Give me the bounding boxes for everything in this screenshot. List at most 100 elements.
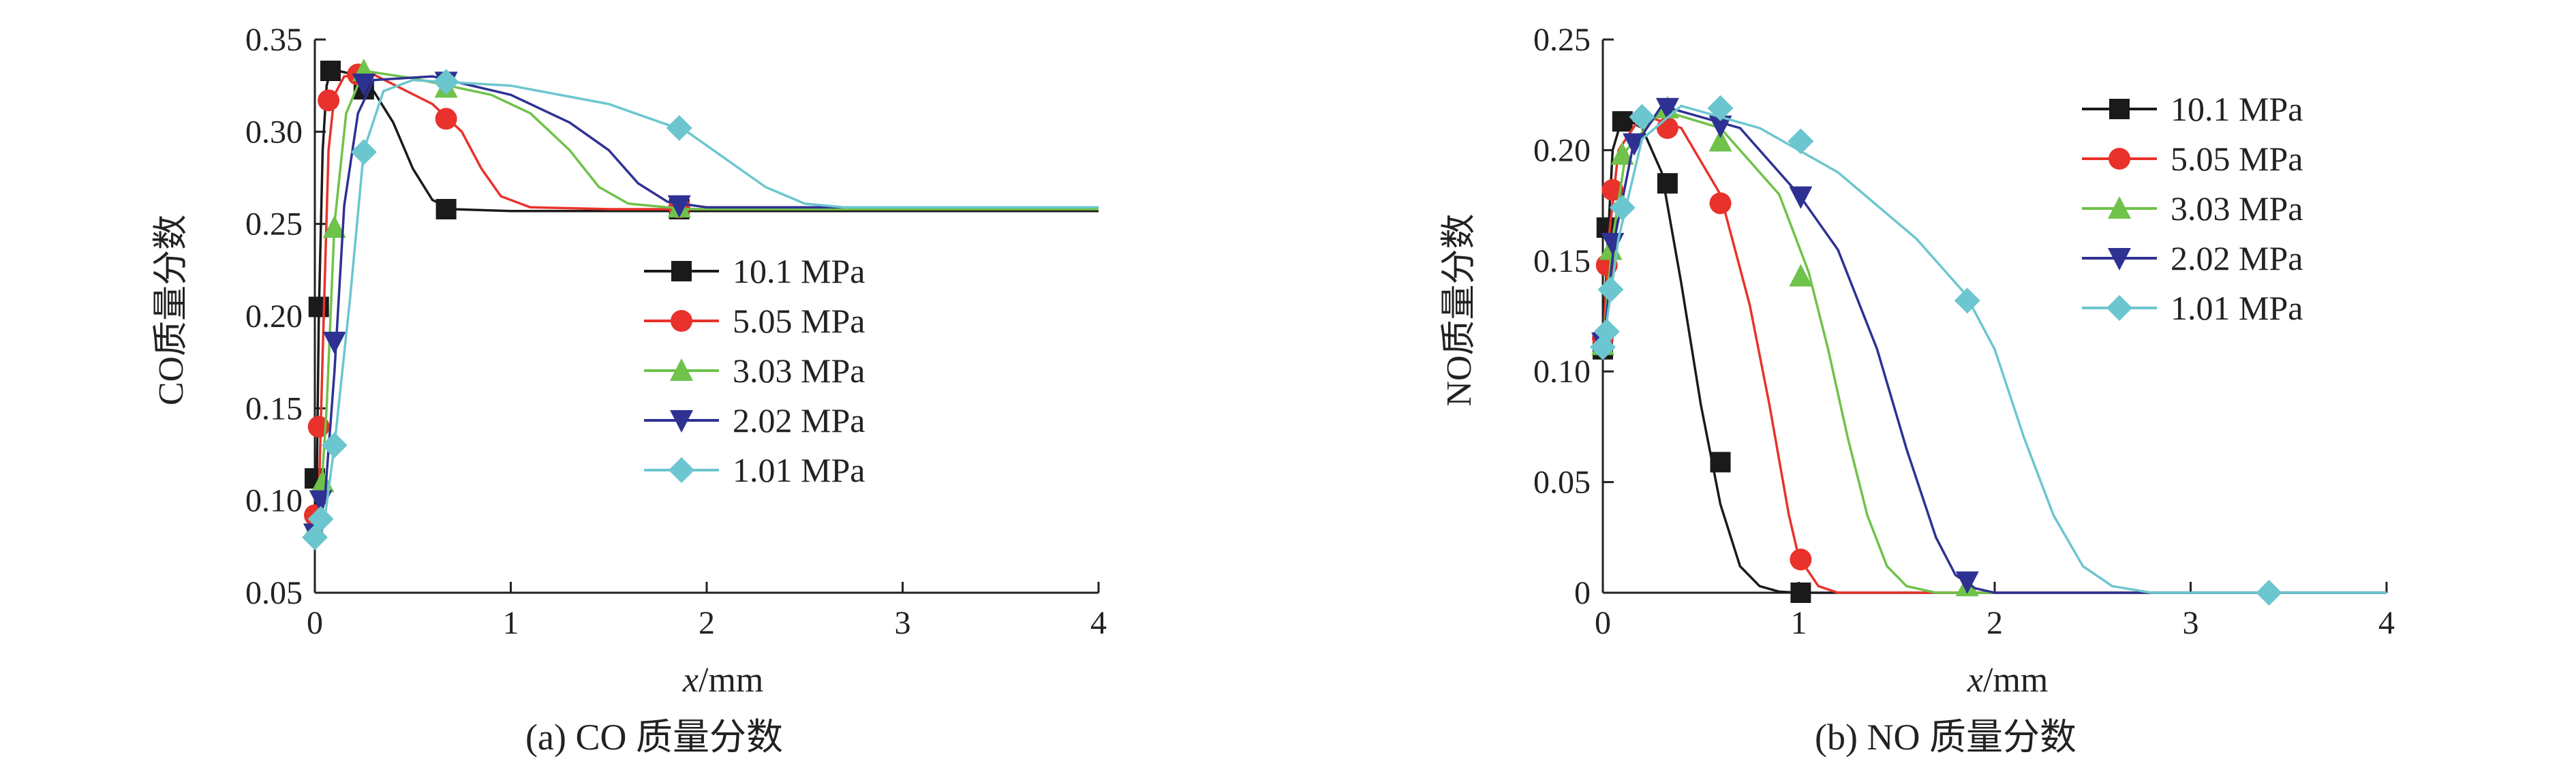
data-point bbox=[308, 296, 329, 317]
x-tick-label: 3 bbox=[895, 605, 911, 641]
y-tick-label: 0.35 bbox=[245, 22, 303, 58]
series-line-10-1-MPa bbox=[1601, 115, 2387, 594]
legend-label: 5.05 MPa bbox=[2171, 140, 2303, 178]
y-tick-label: 0.05 bbox=[1533, 465, 1591, 501]
data-point bbox=[1955, 571, 1979, 594]
data-point bbox=[1629, 104, 1655, 130]
x-tick-label: 1 bbox=[503, 605, 519, 641]
data-point bbox=[1609, 194, 1636, 221]
x-tick-label: 4 bbox=[1090, 605, 1107, 641]
data-point bbox=[1789, 186, 1813, 209]
data-point bbox=[352, 73, 375, 96]
legend-label: 5.05 MPa bbox=[733, 302, 865, 340]
data-point bbox=[318, 89, 340, 112]
data-point bbox=[1710, 452, 1731, 473]
caption-a: (a) CO 质量分数 bbox=[525, 717, 783, 758]
data-point bbox=[1657, 173, 1678, 194]
ylabel-a: CO质量分数 bbox=[152, 215, 191, 405]
xlabel-a-var: x bbox=[682, 661, 699, 700]
ylabel-b: NO质量分数 bbox=[1440, 213, 1479, 406]
series-line-10-1-MPa bbox=[313, 69, 1099, 538]
x-tick-label: 2 bbox=[699, 605, 715, 641]
data-point bbox=[1790, 548, 1812, 571]
data-point bbox=[322, 331, 346, 354]
data-point bbox=[1656, 117, 1678, 139]
legend-marker bbox=[670, 358, 693, 381]
legend-label: 3.03 MPa bbox=[2171, 189, 2303, 228]
legend-marker bbox=[2108, 248, 2131, 270]
data-point bbox=[667, 195, 691, 218]
series-line-1-01-MPa bbox=[1601, 104, 2387, 594]
y-tick-label: 0.05 bbox=[245, 575, 303, 611]
data-point bbox=[666, 114, 692, 141]
legend-label: 1.01 MPa bbox=[2171, 289, 2303, 327]
legend: 10.1 MPa 5.05 MPa 3.03 MPa 2.02 MPa 1.01 MPa bbox=[2082, 90, 2303, 327]
data-point bbox=[350, 139, 377, 166]
legend: 10.1 MPa 5.05 MPa 3.03 MPa 2.02 MPa 1.01 MPa bbox=[644, 252, 865, 489]
legend-marker bbox=[2109, 148, 2130, 170]
legend-marker bbox=[671, 310, 692, 332]
series-line-5-05-MPa bbox=[1601, 113, 2387, 594]
series-line-5-05-MPa bbox=[313, 73, 1099, 538]
data-point bbox=[1597, 277, 1624, 303]
legend-label: 2.02 MPa bbox=[2171, 239, 2303, 277]
y-tick-label: 0.10 bbox=[1533, 354, 1591, 390]
data-point bbox=[1612, 111, 1633, 132]
data-point bbox=[1593, 318, 1620, 345]
data-point bbox=[1655, 97, 1679, 121]
xlabel-b-unit: /mm bbox=[1983, 661, 2048, 700]
y-tick-label: 0.15 bbox=[245, 390, 303, 426]
x-tick-label: 4 bbox=[2378, 605, 2395, 641]
data-point bbox=[433, 69, 459, 95]
data-point bbox=[1790, 583, 1811, 603]
legend-label: 2.02 MPa bbox=[733, 401, 865, 439]
data-point bbox=[1708, 115, 1732, 138]
y-tick-label: 0.15 bbox=[1533, 243, 1591, 279]
xlabel-a-unit: /mm bbox=[699, 661, 763, 700]
y-tick-label: 0.20 bbox=[1533, 132, 1591, 168]
legend-marker bbox=[2106, 295, 2132, 321]
x-tick-label: 0 bbox=[307, 605, 323, 641]
data-point bbox=[1709, 192, 1732, 215]
x-tick-label: 1 bbox=[1791, 605, 1807, 641]
data-point bbox=[1707, 95, 1734, 121]
chart-panel-b: 0 0.05 0.10 0.15 0.20 0.25 0 1 2 3 4 10.1 MPa 5.05 M… bbox=[1533, 22, 2395, 641]
data-point bbox=[309, 490, 333, 513]
x-tick-label: 2 bbox=[1987, 605, 2003, 641]
data-point bbox=[320, 61, 341, 82]
data-point bbox=[435, 199, 457, 220]
chart-panel-a: 0.05 0.10 0.15 0.20 0.25 0.30 0.35 0 1 2 3 4 10.1 MP… bbox=[245, 22, 1107, 641]
legend-marker bbox=[2108, 196, 2131, 219]
data-point bbox=[307, 506, 334, 532]
y-tick-label: 0 bbox=[1574, 575, 1591, 611]
legend-label: 10.1 MPa bbox=[733, 252, 865, 290]
data-point bbox=[1788, 128, 1814, 155]
data-point bbox=[2256, 580, 2282, 606]
legend-label: 10.1 MPa bbox=[2171, 90, 2303, 128]
data-point bbox=[1708, 129, 1732, 152]
x-tick-label: 3 bbox=[2183, 605, 2199, 641]
series-line-3-03-MPa bbox=[313, 69, 1099, 538]
data-point bbox=[322, 215, 346, 238]
caption-b: (b) NO 质量分数 bbox=[1815, 717, 2076, 758]
series-line-1-01-MPa bbox=[313, 78, 1099, 538]
legend-label: 1.01 MPa bbox=[733, 451, 865, 489]
x-tick-label: 0 bbox=[1595, 605, 1611, 641]
xlabel-b-var: x bbox=[1967, 661, 1983, 700]
data-point bbox=[1610, 142, 1634, 165]
y-tick-label: 0.30 bbox=[245, 114, 303, 150]
legend-marker bbox=[669, 457, 694, 483]
y-tick-label: 0.10 bbox=[245, 483, 303, 519]
legend-marker bbox=[670, 410, 693, 433]
y-tick-label: 0.25 bbox=[245, 206, 303, 243]
data-point bbox=[1954, 288, 1980, 314]
legend-marker bbox=[671, 261, 692, 281]
y-tick-label: 0.20 bbox=[245, 298, 303, 335]
y-tick-label: 0.25 bbox=[1533, 22, 1591, 58]
data-point bbox=[321, 432, 348, 459]
data-point bbox=[1623, 133, 1646, 156]
legend-marker bbox=[2109, 99, 2130, 119]
data-point bbox=[435, 108, 457, 130]
